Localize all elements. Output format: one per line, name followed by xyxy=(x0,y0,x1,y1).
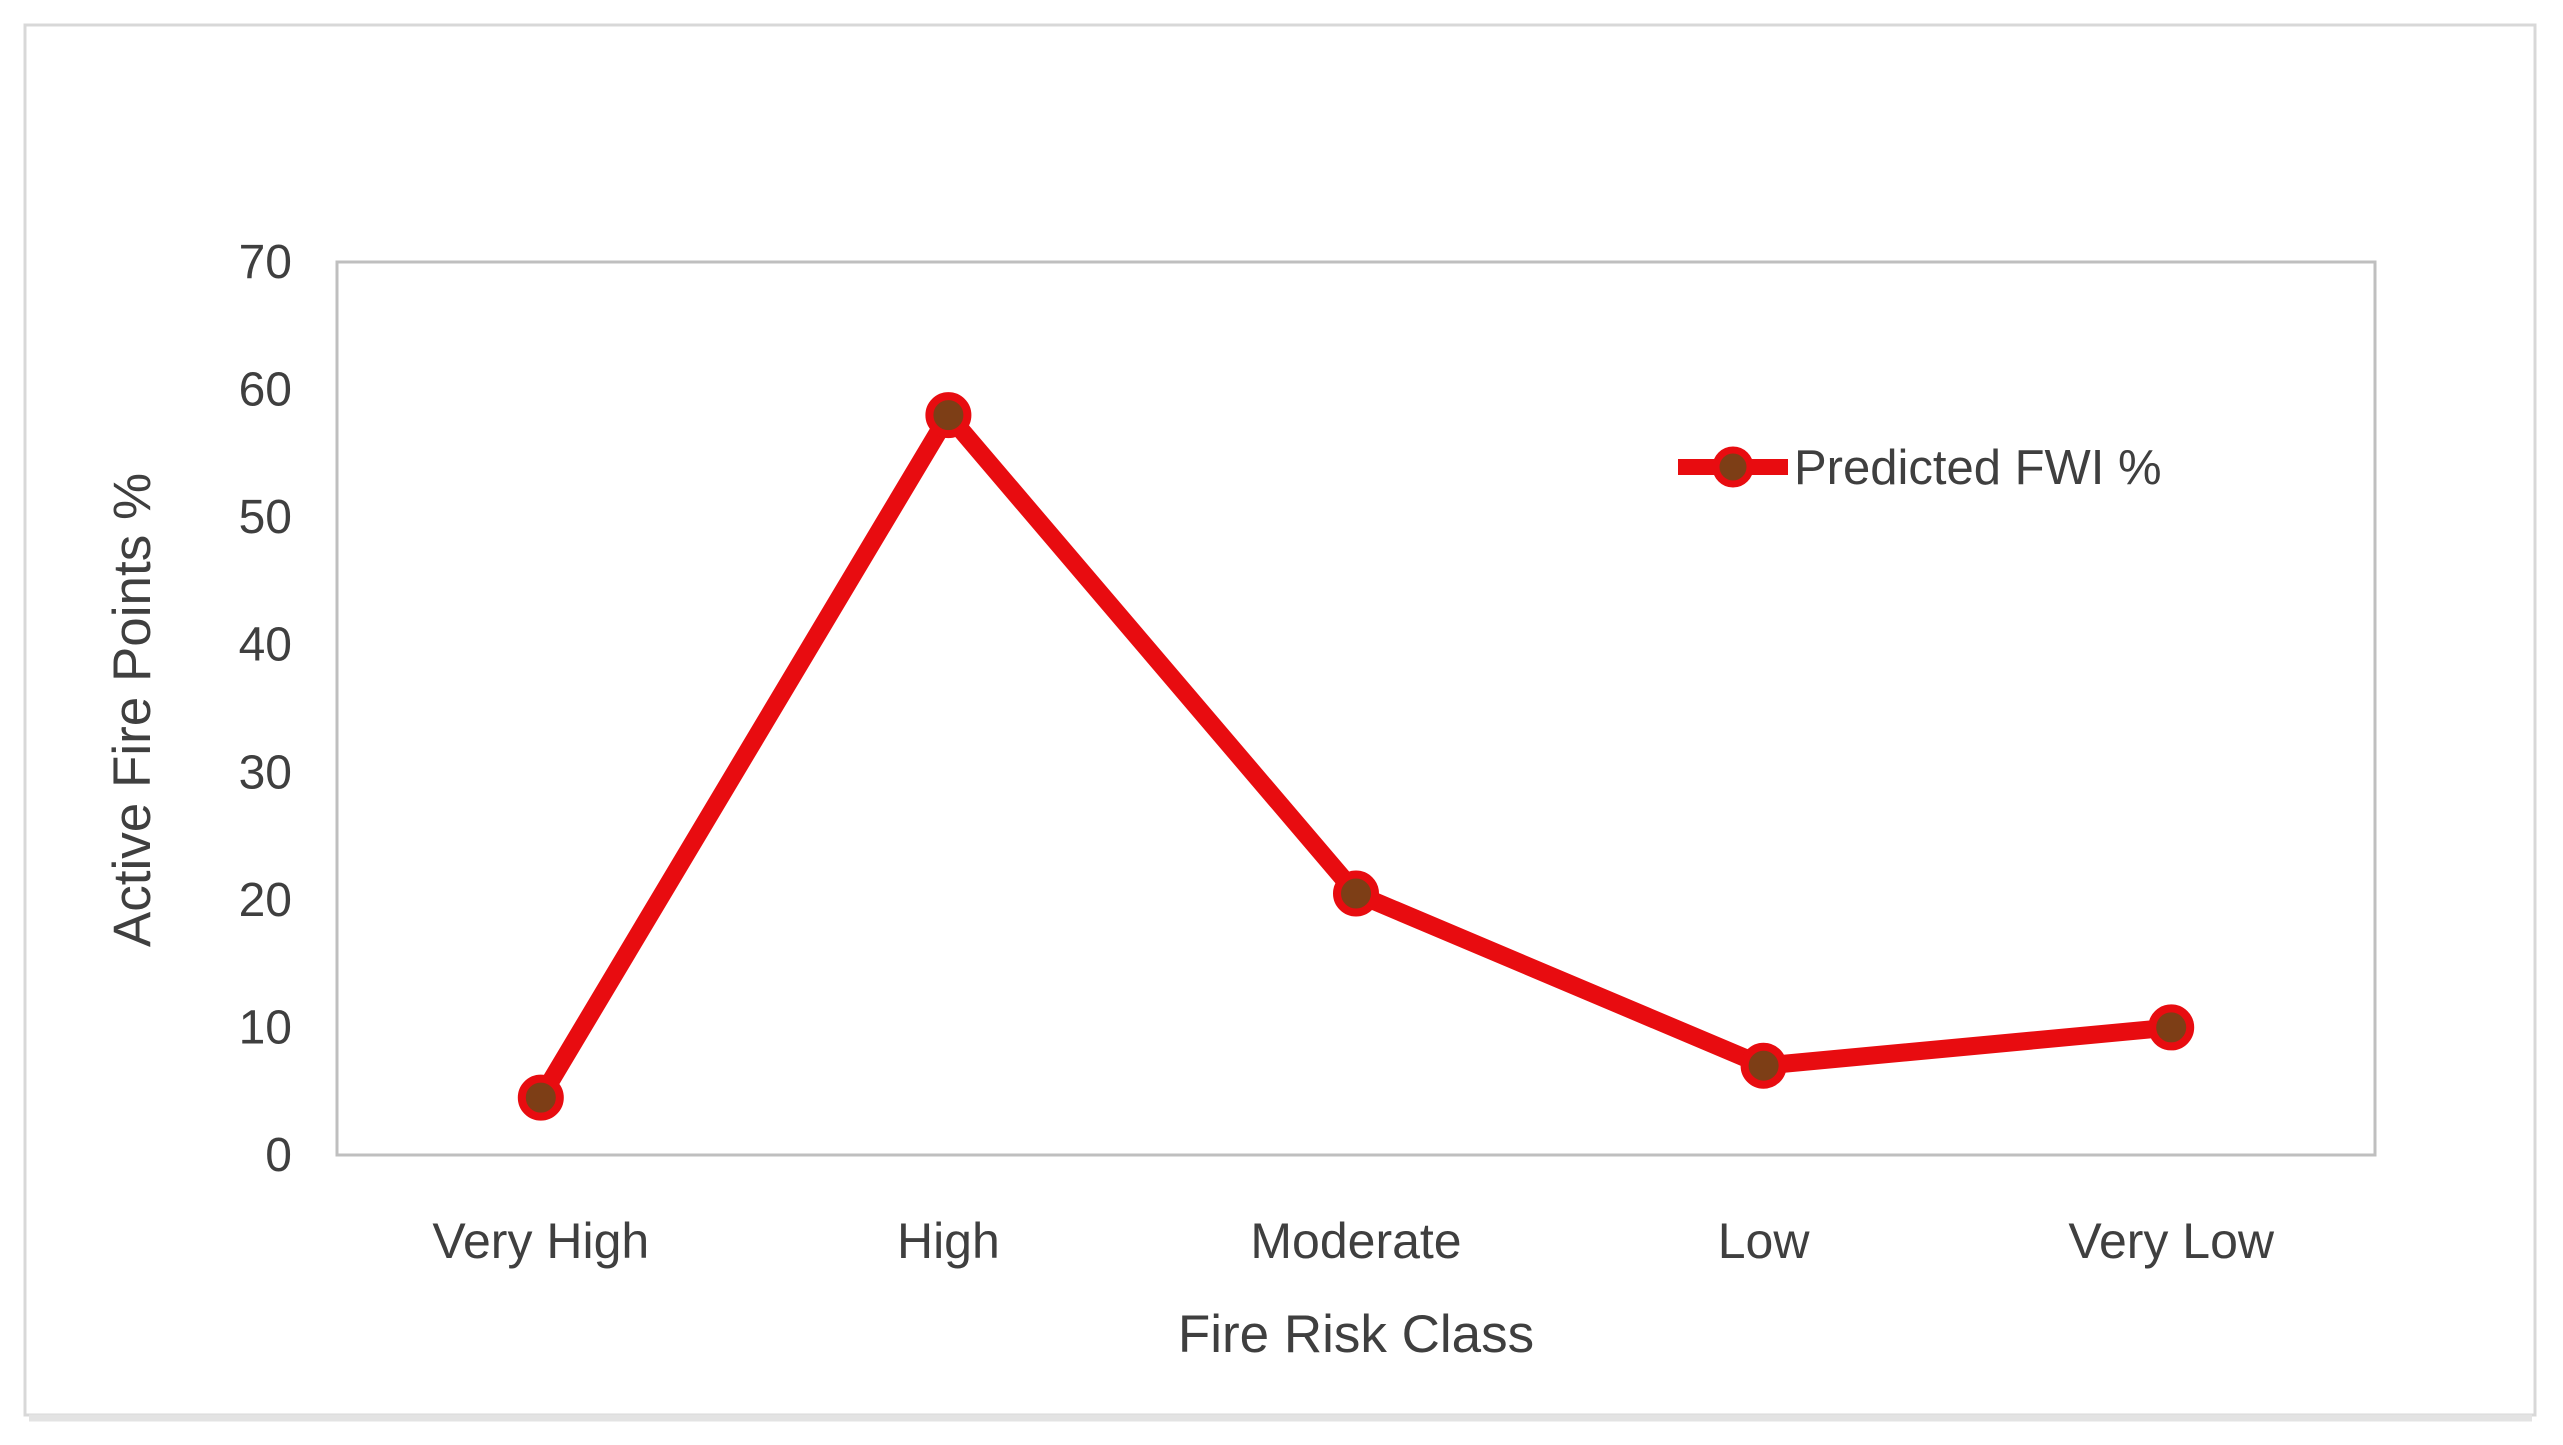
data-point-very-high xyxy=(517,1074,564,1121)
legend: Predicted FWI % xyxy=(1678,441,2162,495)
plot-area-border xyxy=(335,260,2377,1157)
x-axis-category-labels: Very High High Moderate Low Very Low xyxy=(432,1213,2275,1269)
figure-border xyxy=(23,23,2537,1417)
y-axis-tick-label: 50 xyxy=(239,491,292,544)
x-axis-category-label: Very High xyxy=(432,1213,649,1269)
x-axis-category-label: Moderate xyxy=(1250,1213,1461,1269)
data-point-high xyxy=(925,392,972,439)
y-axis-tick-label: 40 xyxy=(239,619,292,672)
x-axis-category-label: Very Low xyxy=(2068,1213,2275,1269)
y-axis-tick-label: 70 xyxy=(239,236,292,289)
y-axis-tick-labels: 0 10 20 30 40 50 60 70 xyxy=(239,236,292,1182)
x-axis-category-label: Low xyxy=(1718,1213,1811,1269)
y-axis-tick-label: 30 xyxy=(239,746,292,799)
x-axis-title: Fire Risk Class xyxy=(1178,1305,1534,1364)
data-point-low xyxy=(1740,1042,1787,1089)
y-axis-tick-label: 0 xyxy=(265,1129,292,1182)
y-axis-tick-label: 10 xyxy=(239,1001,292,1054)
y-axis-tick-label: 20 xyxy=(239,874,292,927)
series-markers xyxy=(517,392,2195,1121)
x-axis-category-label: High xyxy=(897,1213,1000,1269)
legend-marker-icon xyxy=(1712,446,1754,488)
series-line xyxy=(531,406,2181,1107)
y-axis-tick-label: 60 xyxy=(239,364,292,417)
data-point-very-low xyxy=(2148,1004,2195,1051)
y-axis-title: Active Fire Points % xyxy=(103,473,162,947)
legend-label: Predicted FWI % xyxy=(1794,441,2162,495)
data-point-moderate xyxy=(1333,870,1379,917)
